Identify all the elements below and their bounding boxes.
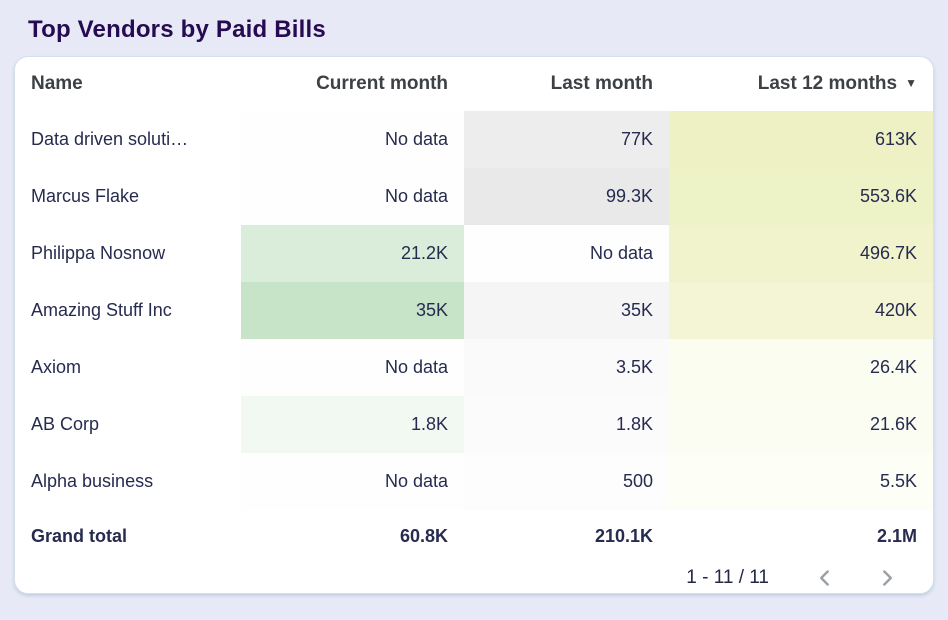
column-header-label: Last 12 months — [757, 73, 898, 94]
value-cell: 77K — [464, 111, 669, 168]
column-header-name[interactable]: Name — [31, 73, 83, 94]
pagination-bar: 1 - 11 / 11 — [15, 562, 933, 593]
value-cell: No data — [241, 453, 464, 510]
value-cell: 99.3K — [464, 168, 669, 225]
value-cell: 613K — [669, 111, 933, 168]
value-cell: No data — [241, 111, 464, 168]
table-row: Axiom No data 3.5K 26.4K — [15, 339, 933, 396]
table-card: Name Current month Last month Last 12 mo… — [14, 56, 934, 594]
value-cell: No data — [241, 339, 464, 396]
value-cell: 21.6K — [669, 396, 933, 453]
next-page-button[interactable] — [873, 564, 901, 592]
vendor-name-cell: AB Corp — [15, 396, 241, 453]
grand-total-last-12-months: 2.1M — [669, 510, 933, 562]
grand-total-label: Grand total — [15, 510, 241, 562]
table-row: Data driven soluti… No data 77K 613K — [15, 111, 933, 168]
prev-page-button[interactable] — [811, 564, 839, 592]
vendor-name-cell: Axiom — [15, 339, 241, 396]
value-cell: 3.5K — [464, 339, 669, 396]
page-title: Top Vendors by Paid Bills — [28, 16, 326, 43]
grand-total-row: Grand total 60.8K 210.1K 2.1M — [15, 510, 933, 562]
column-header-current-month[interactable]: Current month — [316, 73, 448, 94]
table-row: Marcus Flake No data 99.3K 553.6K — [15, 168, 933, 225]
value-cell: 35K — [241, 282, 464, 339]
value-cell: 1.8K — [241, 396, 464, 453]
value-cell: No data — [464, 225, 669, 282]
table-row: Philippa Nosnow 21.2K No data 496.7K — [15, 225, 933, 282]
table-row: AB Corp 1.8K 1.8K 21.6K — [15, 396, 933, 453]
value-cell: 1.8K — [464, 396, 669, 453]
vendors-table: Name Current month Last month Last 12 mo… — [15, 57, 933, 562]
value-cell: 35K — [464, 282, 669, 339]
table-row: Amazing Stuff Inc 35K 35K 420K — [15, 282, 933, 339]
vendor-name-cell: Alpha business — [15, 453, 241, 510]
table-body: Data driven soluti… No data 77K 613K Marcus … — [15, 111, 933, 510]
chevron-left-icon — [820, 569, 829, 586]
table-row: Alpha business No data 500 5.5K — [15, 453, 933, 510]
column-header-last-12-months[interactable]: Last 12 months ▼ — [669, 57, 933, 111]
value-cell: 5.5K — [669, 453, 933, 510]
value-cell: 26.4K — [669, 339, 933, 396]
vendor-name-cell: Data driven soluti… — [15, 111, 241, 168]
value-cell: 21.2K — [241, 225, 464, 282]
value-cell: 553.6K — [669, 168, 933, 225]
value-cell: 496.7K — [669, 225, 933, 282]
vendor-name-cell: Philippa Nosnow — [15, 225, 241, 282]
sort-desc-icon: ▼ — [905, 76, 917, 90]
column-header-last-month[interactable]: Last month — [550, 73, 653, 94]
grand-total-last-month: 210.1K — [464, 510, 669, 562]
vendor-name-cell: Amazing Stuff Inc — [15, 282, 241, 339]
table-header-row: Name Current month Last month Last 12 mo… — [15, 57, 933, 111]
grand-total-current-month: 60.8K — [241, 510, 464, 562]
value-cell: 500 — [464, 453, 669, 510]
vendor-name-cell: Marcus Flake — [15, 168, 241, 225]
chevron-right-icon — [883, 569, 892, 586]
value-cell: No data — [241, 168, 464, 225]
value-cell: 420K — [669, 282, 933, 339]
page-range-label: 1 - 11 / 11 — [686, 566, 769, 588]
